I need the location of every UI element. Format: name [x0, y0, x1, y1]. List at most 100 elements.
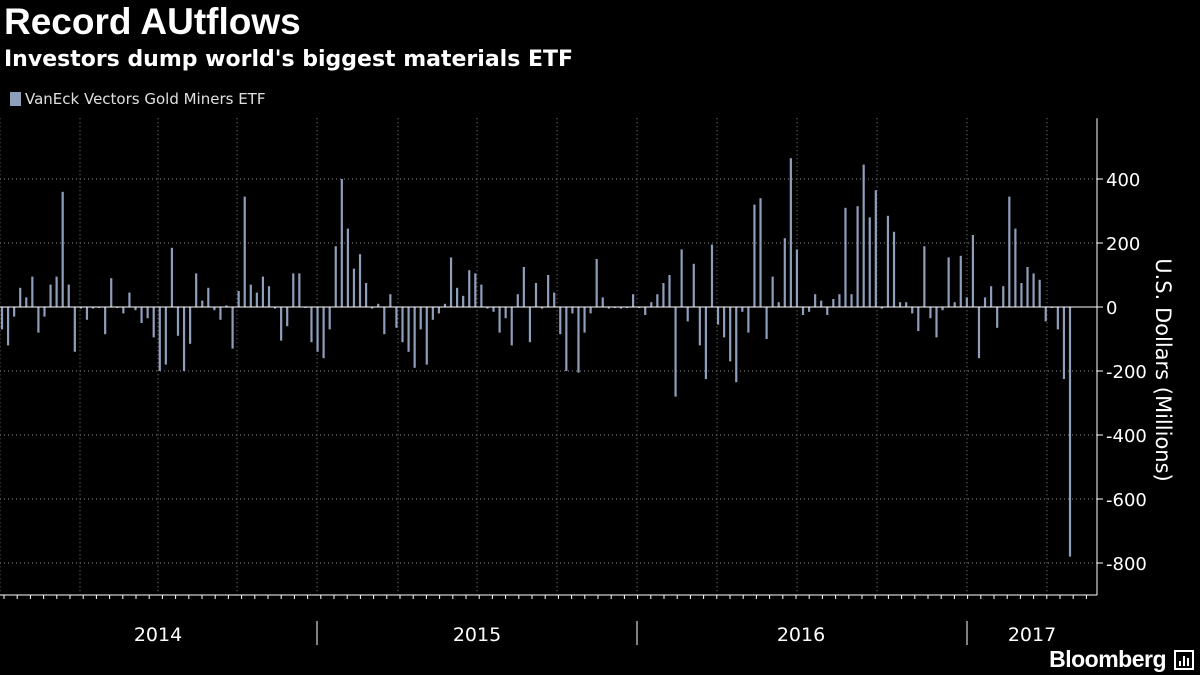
bar: [990, 286, 993, 307]
bar: [528, 307, 532, 343]
bar: [996, 307, 999, 328]
bar: [868, 217, 871, 307]
bar: [298, 273, 301, 307]
bar: [820, 300, 823, 307]
bar: [170, 247, 174, 307]
bar: [364, 283, 368, 307]
bar: [905, 302, 908, 307]
bar: [474, 273, 477, 307]
bar: [73, 307, 76, 352]
bar: [358, 254, 362, 307]
bar: [674, 307, 677, 397]
bar: [280, 307, 283, 341]
bar: [158, 307, 161, 371]
bar: [146, 307, 149, 319]
bar: [953, 302, 956, 307]
bar: [1044, 307, 1047, 322]
bar: [1038, 279, 1041, 307]
bar: [322, 307, 325, 359]
bar: [134, 307, 137, 311]
y-tick-label: -200: [1106, 362, 1147, 383]
bar: [917, 307, 920, 331]
bar: [207, 287, 210, 307]
bar: [595, 259, 598, 307]
bar: [340, 179, 343, 307]
bar: [383, 307, 386, 335]
legend-swatch: [10, 92, 21, 106]
bar: [201, 300, 204, 307]
bar: [814, 294, 817, 307]
bar: [1056, 307, 1059, 330]
bar: [631, 294, 635, 307]
bar: [856, 206, 859, 307]
bar: [977, 307, 981, 359]
bar: [923, 246, 926, 307]
bar: [413, 307, 416, 368]
chart-title: Record AUtflows: [4, 1, 301, 42]
bar: [140, 307, 143, 323]
y-tick-label: -400: [1106, 426, 1147, 447]
bar: [680, 249, 683, 307]
bar: [195, 273, 198, 307]
bar: [777, 302, 780, 307]
bar: [892, 231, 896, 307]
y-axis-label: U.S. Dollars (Millions): [1151, 258, 1175, 482]
bar: [547, 275, 550, 307]
y-tick-label: -800: [1106, 554, 1147, 575]
bar: [431, 307, 434, 320]
bar: [237, 291, 240, 307]
bar: [559, 307, 562, 335]
bar: [104, 307, 107, 335]
y-tick-label: -600: [1106, 490, 1147, 511]
bar: [273, 307, 277, 309]
bar: [619, 307, 623, 309]
bar: [862, 164, 865, 307]
bar: [686, 307, 689, 322]
bar: [377, 303, 380, 307]
bar: [267, 286, 271, 307]
bar: [729, 307, 732, 362]
bar: [243, 196, 246, 307]
bar: [486, 307, 489, 309]
chart-subtitle: Investors dump world's biggest materials…: [4, 47, 574, 72]
bar: [85, 307, 89, 320]
bar: [255, 292, 258, 307]
bar: [176, 307, 180, 336]
bar: [522, 267, 525, 307]
bar: [19, 287, 22, 307]
bar: [261, 276, 265, 307]
bar: [656, 294, 659, 307]
bar: [880, 307, 883, 309]
bar: [765, 307, 768, 339]
bar: [37, 307, 40, 333]
bar: [31, 276, 34, 307]
bar: [61, 191, 64, 307]
bar: [43, 307, 46, 317]
bar: [13, 307, 16, 317]
bar: [67, 284, 70, 307]
bar: [334, 246, 337, 307]
bar: [498, 307, 501, 333]
bar: [401, 307, 404, 343]
bar: [898, 302, 902, 307]
bar: [110, 278, 113, 307]
bar: [965, 297, 968, 307]
bar: [346, 228, 349, 307]
bar: [1068, 307, 1072, 557]
bar: [286, 307, 289, 327]
bar: [583, 307, 586, 333]
bar: [753, 204, 756, 307]
bar: [492, 307, 495, 312]
bar: [480, 284, 483, 307]
x-year-label: 2016: [777, 624, 825, 646]
legend-label: VanEck Vectors Gold Miners ETF: [25, 90, 266, 108]
bar: [668, 275, 671, 307]
bar: [122, 307, 125, 314]
bar: [941, 307, 944, 311]
bar: [716, 307, 720, 325]
bar: [449, 257, 453, 307]
bar: [577, 307, 580, 373]
x-year-label: 2014: [134, 624, 182, 646]
bar: [747, 307, 750, 333]
bar: [710, 244, 714, 307]
